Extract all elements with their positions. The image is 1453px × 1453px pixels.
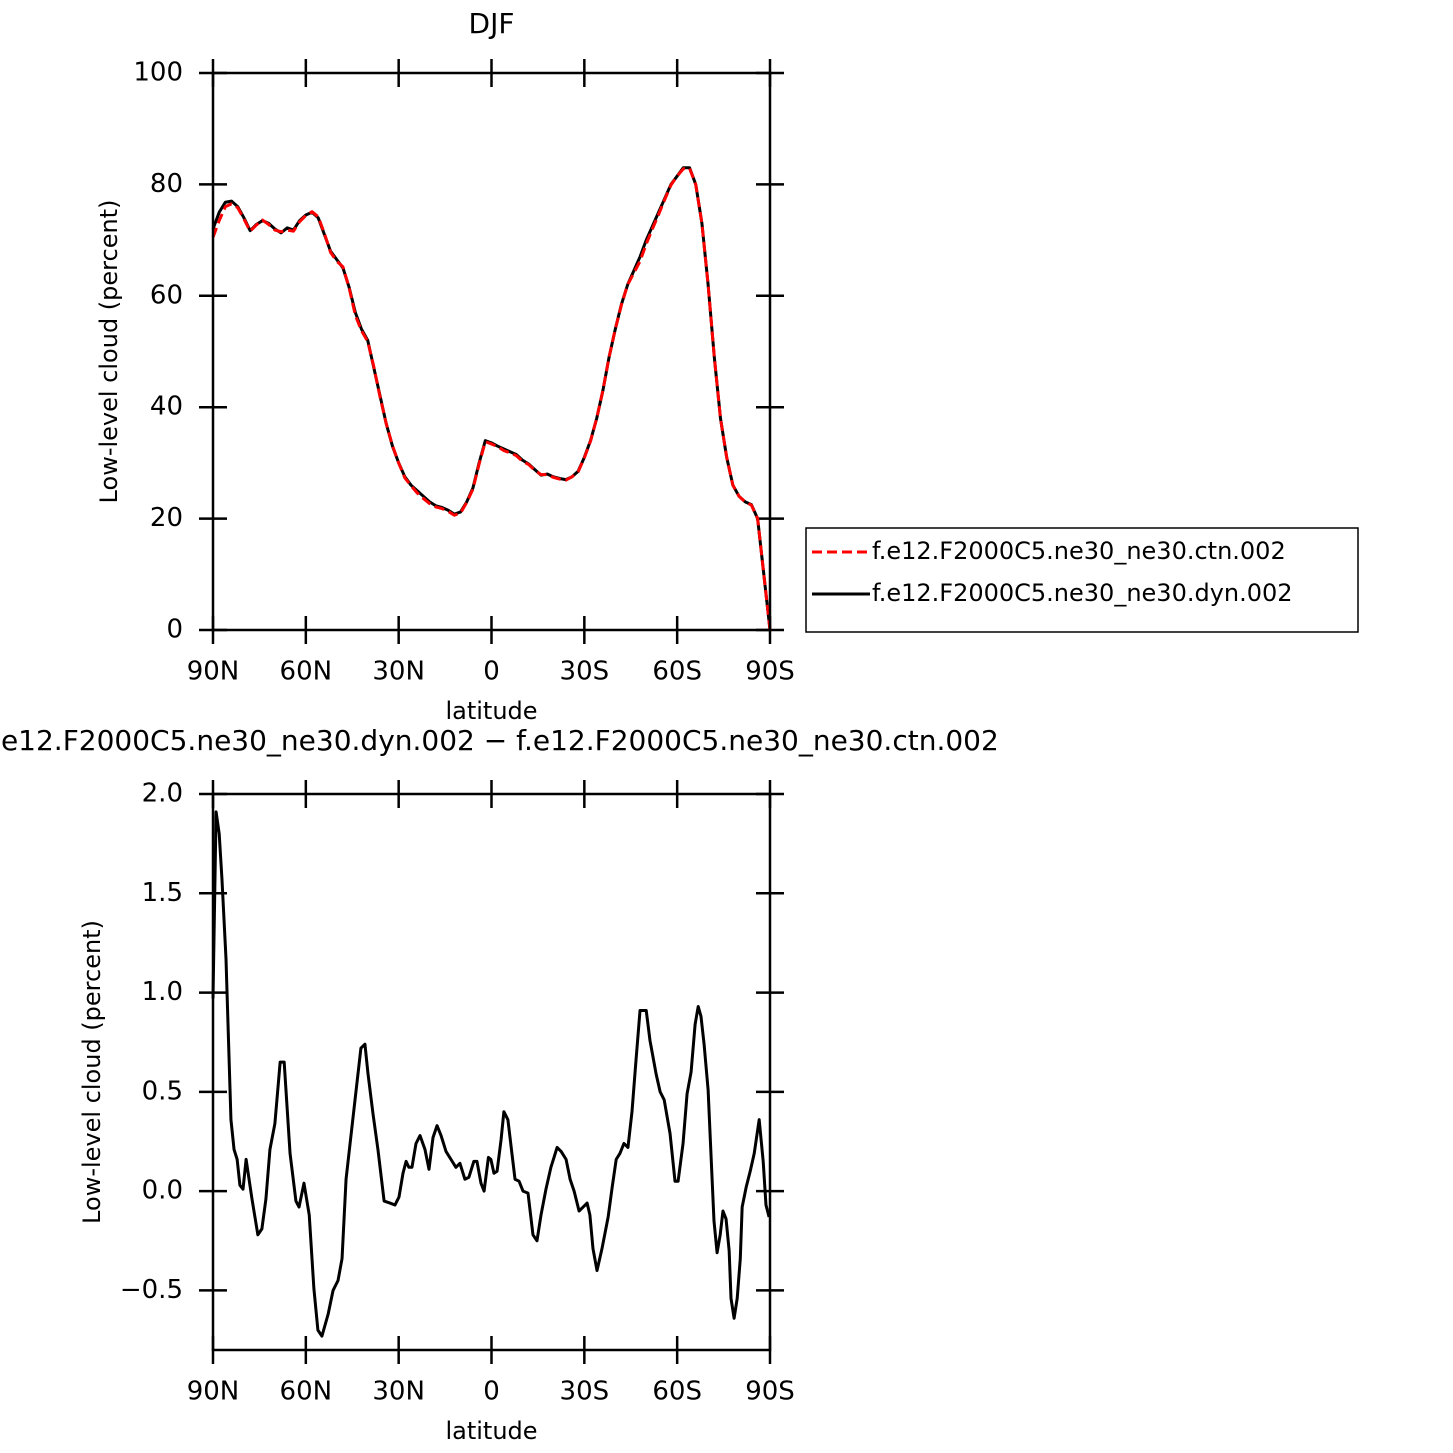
y-axis-label: Low-level cloud (percent) bbox=[95, 200, 123, 504]
chart-title: DJF bbox=[469, 7, 515, 40]
y-tick-label: 2.0 bbox=[142, 779, 183, 809]
x-axis-label: latitude bbox=[445, 1417, 537, 1445]
y-tick-label: 0 bbox=[166, 615, 183, 645]
x-tick-label: 30S bbox=[560, 1377, 610, 1407]
legend-label: f.e12.F2000C5.ne30_ne30.ctn.002 bbox=[872, 537, 1286, 565]
x-axis-label: latitude bbox=[445, 697, 537, 725]
x-tick-label: 60S bbox=[652, 657, 702, 687]
x-tick-label: 0 bbox=[483, 657, 500, 687]
legend-box bbox=[805, 527, 1359, 633]
x-tick-label: 90N bbox=[187, 657, 240, 687]
y-tick-label: 100 bbox=[133, 58, 183, 88]
plot-frame bbox=[211, 792, 772, 1352]
data-line bbox=[211, 810, 771, 1338]
y-tick-label: −0.5 bbox=[120, 1275, 183, 1305]
x-tick-label: 30S bbox=[560, 657, 610, 687]
data-line bbox=[211, 166, 772, 631]
y-tick-label: 80 bbox=[150, 169, 183, 199]
y-tick-label: 20 bbox=[150, 503, 183, 533]
x-tick-label: 60N bbox=[280, 657, 333, 687]
legend-label: f.e12.F2000C5.ne30_ne30.dyn.002 bbox=[872, 579, 1293, 607]
y-tick-label: 0.5 bbox=[142, 1076, 183, 1106]
y-tick-label: 40 bbox=[150, 392, 183, 422]
x-tick-label: 60S bbox=[652, 1377, 702, 1407]
plot-frame bbox=[211, 71, 772, 632]
y-axis-label: Low-level cloud (percent) bbox=[78, 920, 106, 1224]
y-tick-label: 60 bbox=[150, 280, 183, 310]
x-tick-label: 0 bbox=[483, 1377, 500, 1407]
x-tick-label: 90S bbox=[745, 1377, 795, 1407]
y-tick-label: 1.5 bbox=[142, 878, 183, 908]
y-tick-label: 0.0 bbox=[142, 1176, 183, 1206]
chart-title: f.e12.F2000C5.ne30_ne30.dyn.002 − f.e12.… bbox=[0, 724, 999, 757]
y-tick-label: 1.0 bbox=[142, 977, 183, 1007]
x-tick-label: 30N bbox=[372, 657, 425, 687]
x-tick-label: 30N bbox=[372, 1377, 425, 1407]
x-tick-label: 60N bbox=[280, 1377, 333, 1407]
x-tick-label: 90N bbox=[187, 1377, 240, 1407]
x-tick-label: 90S bbox=[745, 657, 795, 687]
data-line bbox=[211, 166, 772, 631]
